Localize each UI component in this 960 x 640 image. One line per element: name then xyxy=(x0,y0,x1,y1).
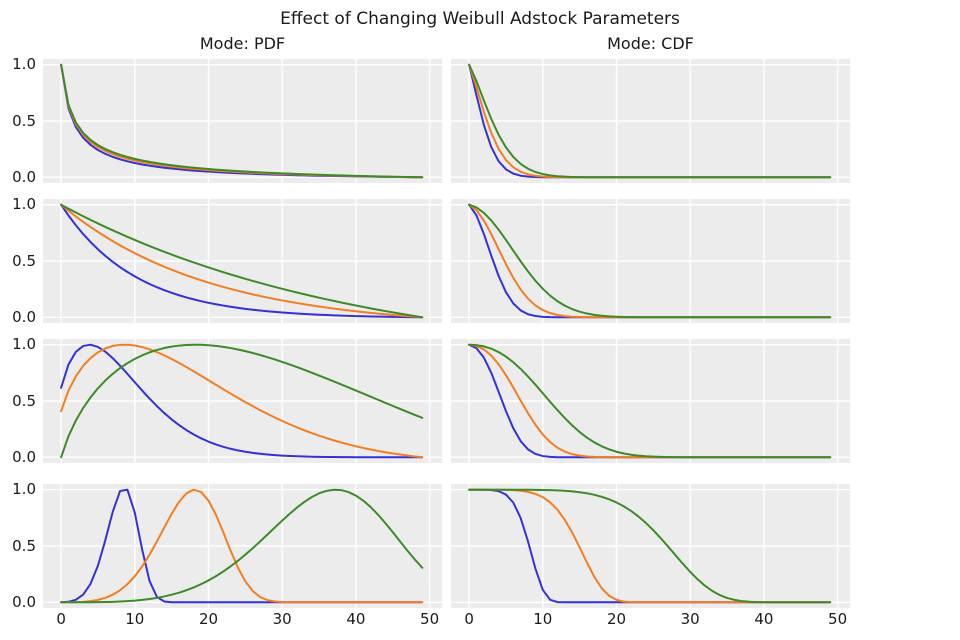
x-tick-label: 0 xyxy=(56,610,66,628)
x-tick-label: 0 xyxy=(464,610,474,628)
y-tick-label: 0.5 xyxy=(12,111,36,130)
column-title-cdf: Mode: CDF xyxy=(607,34,694,53)
y-tick-label: 1.0 xyxy=(12,55,36,74)
plot-area-pdf-shape-1.5 xyxy=(43,339,442,463)
panel-pdf-shape-0.5 xyxy=(43,59,442,183)
y-tick-label: 0.5 xyxy=(12,251,36,270)
x-tick-label: 40 xyxy=(346,610,366,628)
curve-pdf-k1-lam40 xyxy=(60,203,424,319)
x-tick-label: 10 xyxy=(533,610,553,628)
x-tick-label: 50 xyxy=(828,610,848,628)
plot-area-pdf-shape-1 xyxy=(43,199,442,323)
curve-cdf-k0.5-lam40 xyxy=(468,63,832,179)
curve-cdf-k5-lam40 xyxy=(468,488,832,604)
y-tick-label: 1.0 xyxy=(12,335,36,354)
panel-pdf-shape-1 xyxy=(43,199,442,323)
column-title-pdf: Mode: PDF xyxy=(199,34,286,53)
figure-title: Effect of Changing Weibull Adstock Param… xyxy=(280,9,680,29)
curve-pdf-k1-lam10 xyxy=(60,203,424,319)
y-tick-label: 0.5 xyxy=(12,536,36,555)
y-tick-label: 1.0 xyxy=(12,195,36,214)
curve-pdf-k1-lam20 xyxy=(60,203,424,319)
y-tick-label: 0.5 xyxy=(12,391,36,410)
y-tick-label: 0.0 xyxy=(12,307,36,326)
curve-pdf-k1.5-lam20 xyxy=(60,343,424,459)
curve-pdf-k5-lam20 xyxy=(60,488,424,604)
panel-pdf-shape-5 xyxy=(43,484,442,608)
x-tick-label: 30 xyxy=(272,610,292,628)
plot-area-pdf-shape-5 xyxy=(43,484,442,608)
x-tick-label: 20 xyxy=(606,610,627,628)
y-tick-label: 0.0 xyxy=(12,167,36,186)
plot-area-cdf-shape-5 xyxy=(451,484,850,608)
curve-pdf-k1.5-lam40 xyxy=(60,343,424,459)
panel-pdf-shape-1.5 xyxy=(43,339,442,463)
y-tick-label: 0.0 xyxy=(12,447,36,466)
plot-area-cdf-shape-1.5 xyxy=(451,339,850,463)
x-tick-label: 10 xyxy=(125,610,145,628)
y-tick-label: 1.0 xyxy=(12,480,36,499)
panel-cdf-shape-1 xyxy=(451,199,850,323)
panel-cdf-shape-0.5 xyxy=(451,59,850,183)
curve-cdf-k1.5-lam40 xyxy=(468,343,832,459)
plot-area-pdf-shape-0.5 xyxy=(43,59,442,183)
panel-cdf-shape-1.5 xyxy=(451,339,850,463)
x-tick-label: 40 xyxy=(754,610,774,628)
x-tick-label: 50 xyxy=(420,610,440,628)
curve-pdf-k5-lam40 xyxy=(60,488,424,604)
curve-cdf-k1-lam40 xyxy=(468,203,832,319)
panel-cdf-shape-5 xyxy=(451,484,850,608)
curve-pdf-k0.5-lam40 xyxy=(60,63,424,179)
plot-area-cdf-shape-1 xyxy=(451,199,850,323)
y-tick-label: 0.0 xyxy=(12,592,36,611)
x-tick-label: 30 xyxy=(680,610,700,628)
x-tick-label: 20 xyxy=(198,610,219,628)
plot-area-cdf-shape-0.5 xyxy=(451,59,850,183)
